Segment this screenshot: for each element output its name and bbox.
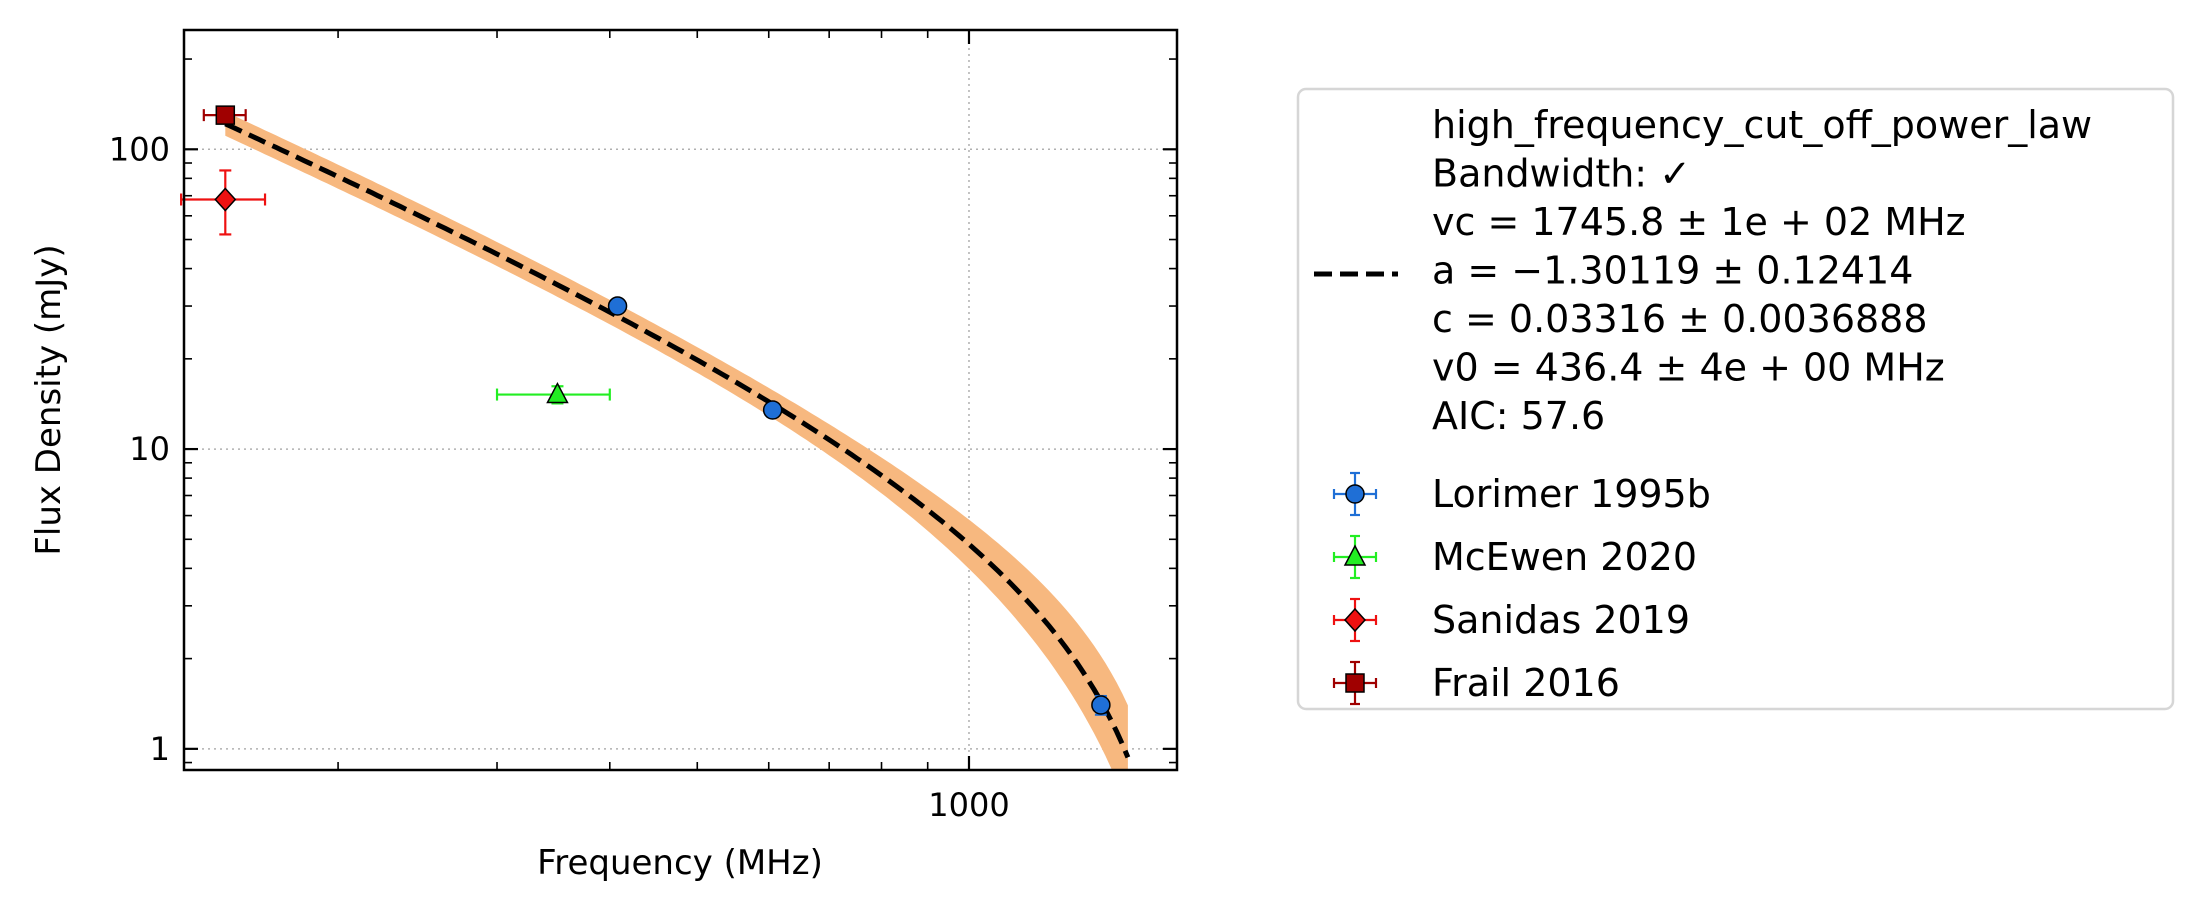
legend-series-label: Sanidas 2019	[1432, 598, 1690, 642]
legend-fit-text-line: vc = 1745.8 ± 1e + 02 MHz	[1432, 200, 1966, 244]
series-mcewen-2020	[495, 381, 611, 405]
legend-series-label: Frail 2016	[1432, 661, 1620, 705]
data-point	[214, 187, 237, 212]
data-points-layer	[179, 105, 1111, 716]
data-point	[762, 400, 783, 420]
legend-box	[1296, 87, 2175, 711]
legend-fit-text-line: c = 0.03316 ± 0.0036888	[1432, 297, 1928, 341]
series-sanidas-2019	[179, 169, 267, 236]
legend-marker	[1343, 607, 1367, 633]
legend: high_frequency_cut_off_power_law Bandwidt…	[1296, 87, 2175, 711]
legend-series-label: McEwen 2020	[1432, 535, 1697, 579]
legend-entry-lorimer-1995b: Lorimer 1995b	[1332, 471, 1711, 517]
legend-entry-fit: high_frequency_cut_off_power_law Bandwidt…	[1314, 103, 2092, 438]
data-point	[1091, 695, 1111, 715]
x-axis-label: Frequency (MHz)	[537, 843, 823, 883]
data-point	[546, 381, 569, 404]
data-point	[607, 296, 628, 316]
y-tick-label: 1	[150, 730, 170, 768]
series-frail-2016	[202, 105, 247, 125]
fit-uncertainty-band	[225, 111, 1128, 770]
legend-fit-text-line: a = −1.30119 ± 0.12414	[1432, 249, 1913, 293]
plot-frame	[182, 28, 1179, 772]
y-tick-label: 10	[129, 430, 170, 468]
axis-ticks	[184, 30, 1177, 770]
fit-line	[224, 121, 1131, 759]
legend-entry-mcewen-2020: McEwen 2020	[1332, 534, 1697, 580]
series-lorimer-1995b	[607, 296, 1111, 716]
legend-entry-sanidas-2019: Sanidas 2019	[1332, 597, 1690, 643]
legend-fit-text-line: AIC: 57.6	[1432, 394, 1605, 438]
axis-tick-labels: 1000 1 10 100	[109, 130, 1010, 824]
legend-marker	[1345, 484, 1365, 504]
y-axis-label: Flux Density (mJy)	[29, 244, 69, 555]
legend-fit-text-line: Bandwidth: ✓	[1432, 152, 1691, 196]
x-tick-label: 1000	[928, 786, 1009, 824]
legend-marker	[1343, 544, 1367, 566]
legend-fit-text-line: high_frequency_cut_off_power_law	[1432, 103, 2092, 147]
legend-fit-text-line: v0 = 436.4 ± 4e + 00 MHz	[1432, 346, 1945, 390]
legend-marker	[1345, 673, 1365, 693]
legend-series-label: Lorimer 1995b	[1432, 472, 1711, 516]
data-point	[215, 105, 236, 125]
grid-lines	[184, 30, 1177, 770]
y-tick-label: 100	[109, 130, 170, 168]
legend-entry-frail-2016: Frail 2016	[1332, 660, 1620, 706]
fit-layer	[224, 111, 1131, 770]
